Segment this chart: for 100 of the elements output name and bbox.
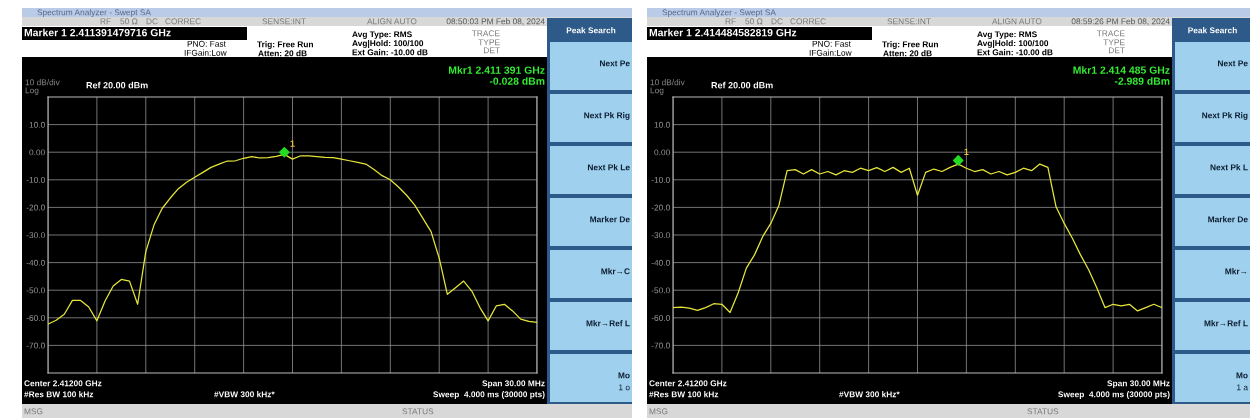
text: Ext Gain: -10.00 dB <box>977 49 1053 56</box>
y-tick-label: 0.00 <box>29 149 45 156</box>
text: Span 30.00 MHz <box>482 380 545 388</box>
y-tick-label: -10.0 <box>26 177 45 183</box>
y-tick-label: -20.0 <box>651 204 670 211</box>
text: Atten: 20 dB <box>883 50 932 57</box>
text: RF <box>100 18 111 25</box>
y-tick-label: -70.0 <box>26 342 45 349</box>
text: Next Pk Le <box>587 164 630 171</box>
text: Mo <box>618 372 630 379</box>
text: Ref 20.00 dBm <box>86 81 148 89</box>
text: Avg|Hold: 100/100 <box>352 40 424 48</box>
text: TRACE <box>1096 30 1125 37</box>
text: Next Pe <box>1217 60 1248 67</box>
chart-title: Marker 1 2.411391479716 GHz <box>24 28 171 37</box>
text: Mkr1 2.411 391 GHz <box>449 66 545 74</box>
text: Log <box>650 87 664 95</box>
text: 1 a <box>1237 384 1248 391</box>
text: CORREC <box>165 18 201 25</box>
text: Peak Search <box>1188 27 1237 34</box>
y-tick-label: -30.0 <box>26 232 45 239</box>
y-tick-label: -60.0 <box>651 315 670 321</box>
y-tick-label: -60.0 <box>26 315 45 321</box>
text: Avg|Hold: 100/100 <box>977 40 1049 48</box>
text: Center 2.41200 GHz <box>649 380 727 387</box>
text: Mo <box>1236 372 1248 379</box>
text: Avg Type: RMS <box>977 31 1037 39</box>
text: Mkr→ <box>1225 268 1247 275</box>
text: -2.989 dBm <box>1114 77 1170 85</box>
y-tick-label: -50.0 <box>651 287 670 294</box>
text: MSG <box>24 408 43 415</box>
text: Marker De <box>1208 216 1248 223</box>
text: ALIGN AUTO <box>367 18 417 25</box>
y-tick-label: -20.0 <box>26 204 45 211</box>
text: STATUS <box>1027 408 1059 415</box>
text: Peak Search <box>566 27 616 34</box>
text: Mkr→Ref L <box>586 320 630 327</box>
series-label: 1 <box>964 148 969 155</box>
series-label: 1 <box>290 140 295 147</box>
text: -0.028 dBm <box>489 77 545 85</box>
text: 08:50:03 PM Feb 08, 2024 <box>446 18 545 26</box>
text: Log <box>25 87 39 95</box>
text: #VBW 300 kHz* <box>214 391 275 398</box>
text: DET <box>484 47 500 54</box>
text: Next Pk Rig <box>1202 112 1248 120</box>
text: RF <box>725 18 736 25</box>
text: Spectrum Analyzer - Swept SA <box>37 9 151 17</box>
text: Center 2.41200 GHz <box>24 380 102 387</box>
text: IFGain:Low <box>809 49 852 56</box>
text: PNO: Fast <box>187 40 226 47</box>
text: Trig: Free Run <box>257 41 313 49</box>
text: DC <box>771 18 783 25</box>
text: Mkr→C <box>601 268 630 275</box>
text: MSG <box>649 408 668 415</box>
y-tick-label: 10.0 <box>654 121 670 128</box>
text: Span 30.00 MHz <box>1107 380 1170 388</box>
text: Next Pk Rig <box>584 112 630 120</box>
text: SENSE:INT <box>262 18 306 25</box>
text: Mkr→Ref L <box>1204 320 1248 327</box>
y-tick-label: -50.0 <box>26 287 45 294</box>
text: DET <box>1109 47 1125 54</box>
text: #VBW 300 kHz* <box>839 391 900 398</box>
text: TYPE <box>478 39 500 46</box>
text: 10 dB/div <box>650 79 685 86</box>
text: Avg Type: RMS <box>352 31 412 39</box>
text: 10 dB/div <box>25 79 60 86</box>
text: 50 Ω <box>120 18 138 25</box>
text: IFGain:Low <box>184 49 227 56</box>
text: #Res BW 100 kHz <box>649 391 719 398</box>
y-tick-label: -30.0 <box>651 232 670 239</box>
y-tick-label: -40.0 <box>26 259 45 266</box>
text: PNO: Fast <box>812 40 851 47</box>
text: STATUS <box>402 408 434 415</box>
text: 08:59:26 PM Feb 08, 2024 <box>1071 18 1170 26</box>
text: Next Pk L <box>1210 164 1248 171</box>
text: TRACE <box>471 30 500 37</box>
y-tick-label: -70.0 <box>651 342 670 349</box>
text: Sweep 4.000 ms (30000 pts) <box>1058 391 1170 399</box>
text: ALIGN AUTO <box>992 18 1042 25</box>
chart-title: Marker 1 2.414484582819 GHz <box>649 28 797 37</box>
text: DC <box>146 18 158 25</box>
y-tick-label: 10.0 <box>29 121 45 128</box>
text: Ext Gain: -10.00 dB <box>352 49 428 56</box>
text: Trig: Free Run <box>882 41 938 49</box>
text: 1 o <box>619 384 630 391</box>
text: SENSE:INT <box>887 18 931 25</box>
text: Sweep 4.000 ms (30000 pts) <box>433 391 545 399</box>
text: TYPE <box>1103 39 1125 46</box>
y-tick-label: 0.00 <box>654 149 670 156</box>
text: Mkr1 2.414 485 GHz <box>1073 66 1170 74</box>
text: Ref 20.00 dBm <box>711 81 773 89</box>
text: 50 Ω <box>745 18 763 25</box>
y-tick-label: -40.0 <box>651 259 670 266</box>
text: CORREC <box>790 18 826 25</box>
text: Next Pe <box>599 60 630 67</box>
y-tick-label: -10.0 <box>651 177 670 183</box>
text: Atten: 20 dB <box>258 50 307 57</box>
text: #Res BW 100 kHz <box>24 391 94 398</box>
text: Marker De <box>590 216 630 223</box>
text: Spectrum Analyzer - Swept SA <box>662 9 776 17</box>
